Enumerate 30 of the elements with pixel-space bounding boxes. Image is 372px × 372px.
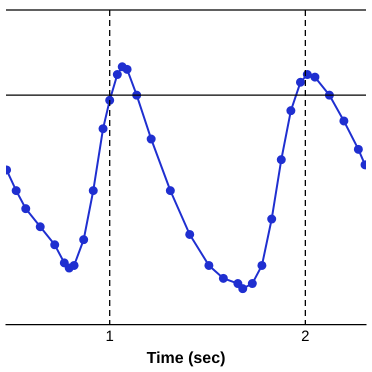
point: [267, 214, 276, 224]
point: [166, 186, 175, 196]
point: [112, 70, 122, 80]
point: [79, 235, 88, 244]
x-tick-label: 1: [106, 328, 114, 345]
point: [146, 134, 156, 144]
point: [257, 260, 266, 270]
point: [238, 284, 248, 294]
point: [276, 155, 286, 164]
point: [70, 260, 79, 270]
point: [12, 186, 21, 196]
point: [122, 64, 132, 74]
point: [354, 144, 363, 154]
point: [21, 204, 30, 214]
point: [36, 222, 45, 232]
point: [50, 240, 60, 250]
x-tick-label: 2: [301, 328, 310, 345]
point: [339, 116, 348, 126]
point: [185, 230, 194, 239]
point: [310, 72, 320, 82]
point: [286, 106, 296, 116]
point: [233, 279, 242, 288]
point: [98, 124, 108, 134]
point: [218, 274, 228, 283]
x-axis-title: Time (sec): [146, 350, 226, 367]
point: [296, 78, 305, 87]
point: [88, 186, 98, 196]
point: [248, 279, 257, 288]
point: [204, 260, 214, 270]
point: [60, 258, 69, 268]
